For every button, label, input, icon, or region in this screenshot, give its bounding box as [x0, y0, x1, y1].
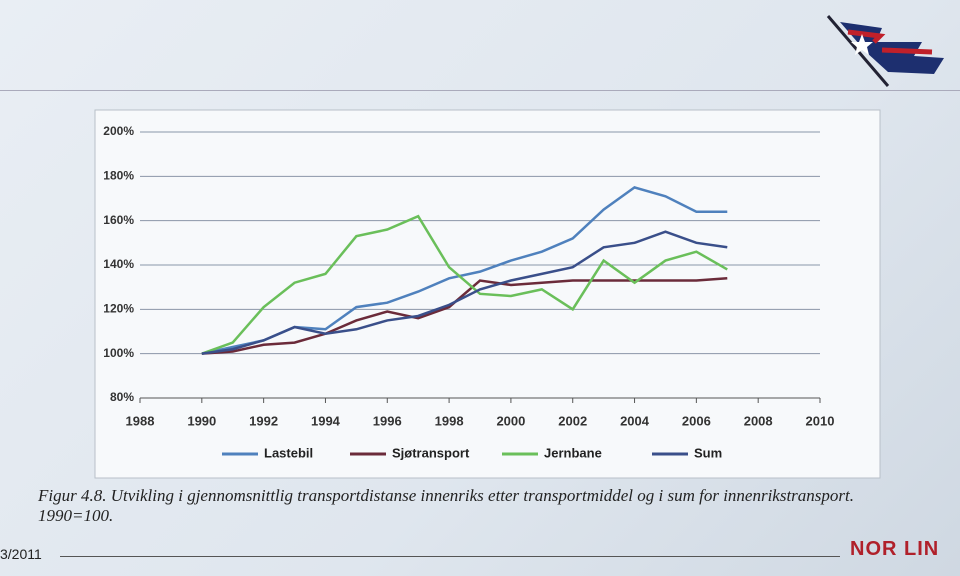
flag-logo — [826, 15, 944, 87]
x-tick-label: 2010 — [806, 413, 835, 428]
footer-date: 3/2011 — [0, 546, 42, 562]
x-tick-label: 1990 — [187, 413, 216, 428]
x-tick-label: 2002 — [558, 413, 587, 428]
x-tick-label: 1996 — [373, 413, 402, 428]
footer-logo: NOR LIN — [850, 538, 940, 560]
y-tick-label: 200% — [103, 124, 134, 138]
y-tick-label: 80% — [110, 390, 134, 404]
y-tick-label: 140% — [103, 257, 134, 271]
x-tick-label: 1998 — [435, 413, 464, 428]
line-series — [201, 214, 728, 355]
y-tick-label: 120% — [103, 302, 134, 316]
footer-rule — [60, 556, 840, 557]
x-tick-label: 1992 — [249, 413, 278, 428]
y-tick-label: 160% — [103, 213, 134, 227]
x-tick-label: 2004 — [620, 413, 650, 428]
x-tick-label: 2006 — [682, 413, 711, 428]
legend-label: Jernbane — [544, 445, 602, 460]
x-tick-label: 1988 — [126, 413, 155, 428]
y-tick-label: 180% — [103, 169, 134, 183]
caption: Figur 4.8. Utvikling i gjennomsnittlig t… — [38, 486, 854, 525]
y-tick-label: 100% — [103, 346, 134, 360]
legend-label: Sjøtransport — [392, 445, 470, 460]
legend-label: Lastebil — [264, 445, 313, 460]
line-series — [201, 230, 728, 355]
x-tick-label: 2008 — [744, 413, 773, 428]
header-rule — [0, 90, 960, 91]
x-tick-label: 2000 — [496, 413, 525, 428]
legend-label: Sum — [694, 445, 722, 460]
x-tick-label: 1994 — [311, 413, 341, 428]
